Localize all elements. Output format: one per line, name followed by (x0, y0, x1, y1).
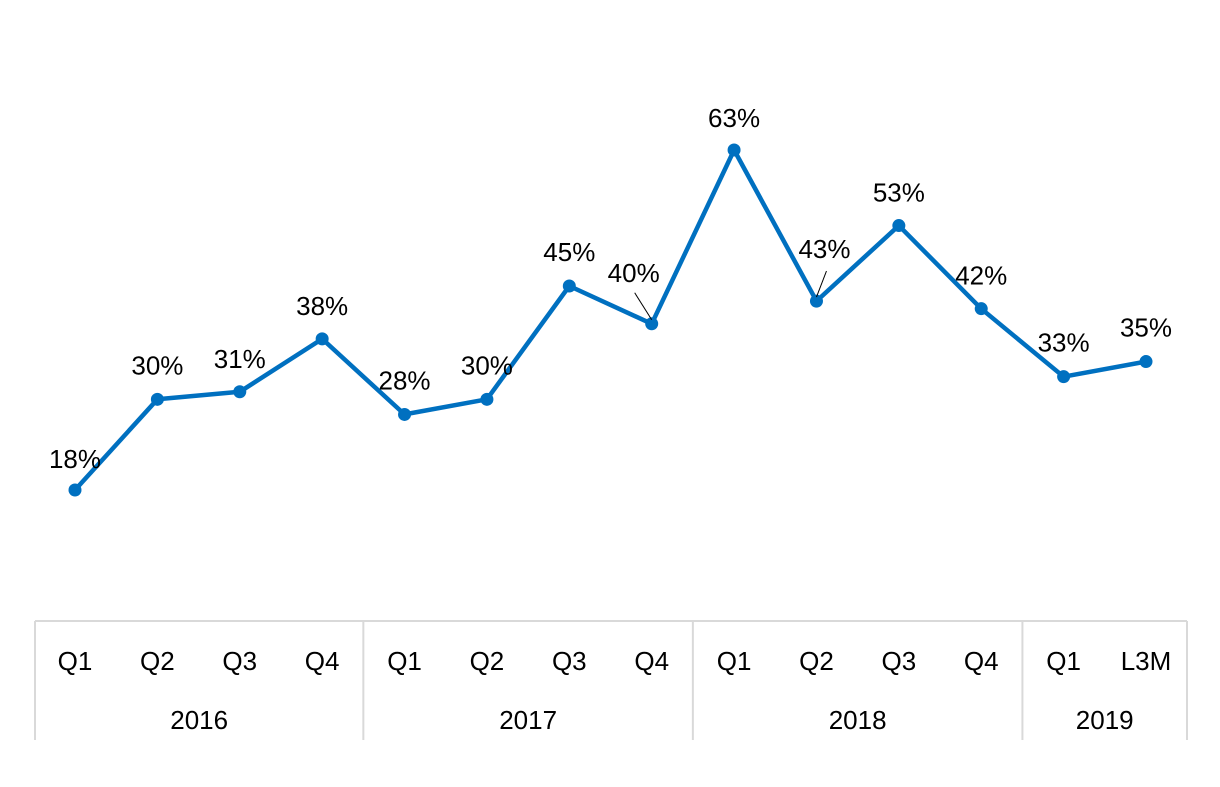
data-point-marker (68, 483, 82, 497)
category-tick-label: Q3 (222, 646, 257, 676)
data-labels: 18% 30% 31% 38% 28% 30% 45% 40% 63% 43% 53% 42% 33% 3… (49, 103, 1172, 474)
data-label: 38% (296, 291, 348, 321)
data-label: 18% (49, 444, 101, 474)
category-tick-label: Q4 (964, 646, 999, 676)
category-tick-label: Q1 (58, 646, 93, 676)
category-tick-label: Q3 (882, 646, 917, 676)
data-point-marker (645, 317, 659, 331)
data-point-marker (892, 219, 906, 233)
series-line (72, 147, 1149, 493)
data-point-marker (233, 385, 247, 399)
series-line-group (68, 143, 1153, 497)
group-label: 2016 (170, 705, 228, 735)
group-label: 2017 (499, 705, 557, 735)
category-tick-label: L3M (1121, 646, 1172, 676)
category-tick-label: Q1 (717, 646, 752, 676)
data-point-marker (315, 332, 329, 346)
data-point-marker (562, 279, 576, 293)
data-label: 33% (1038, 328, 1090, 358)
data-label: 53% (873, 178, 925, 208)
data-point-marker (1139, 355, 1153, 369)
data-point-marker (1057, 370, 1071, 384)
data-label: 40% (608, 258, 660, 288)
category-tick-label: Q1 (1046, 646, 1081, 676)
data-point-marker (480, 392, 494, 406)
data-label: 45% (543, 237, 595, 267)
group-label: 2019 (1076, 705, 1134, 735)
data-point-marker (974, 302, 988, 316)
group-label: 2018 (829, 705, 887, 735)
data-label: 28% (379, 365, 431, 395)
data-label: 35% (1120, 313, 1172, 343)
category-tick-label: Q2 (799, 646, 834, 676)
category-tick-label: Q3 (552, 646, 587, 676)
category-tick-label: Q2 (470, 646, 505, 676)
data-label: 42% (955, 261, 1007, 291)
category-axis: Q1 Q2 Q3 Q4 Q1 Q2 Q3 Q4 Q1 Q2 Q3 Q4 Q1 L3M 2016 2017 201… (34, 620, 1188, 740)
category-tick-label: Q4 (305, 646, 340, 676)
category-tick-label: Q1 (387, 646, 422, 676)
data-label: 30% (131, 350, 183, 380)
label-leader-line (634, 292, 653, 321)
data-label: 63% (708, 103, 760, 133)
data-point-marker (150, 392, 164, 406)
data-point-marker (398, 407, 412, 421)
category-tick-label: Q4 (634, 646, 669, 676)
category-tick-label: Q2 (140, 646, 175, 676)
data-point-marker (727, 143, 741, 157)
data-point-marker (809, 294, 823, 308)
data-label: 43% (798, 234, 850, 264)
data-label: 31% (214, 344, 266, 374)
label-leader-line (815, 270, 827, 298)
data-label: 30% (461, 350, 513, 380)
